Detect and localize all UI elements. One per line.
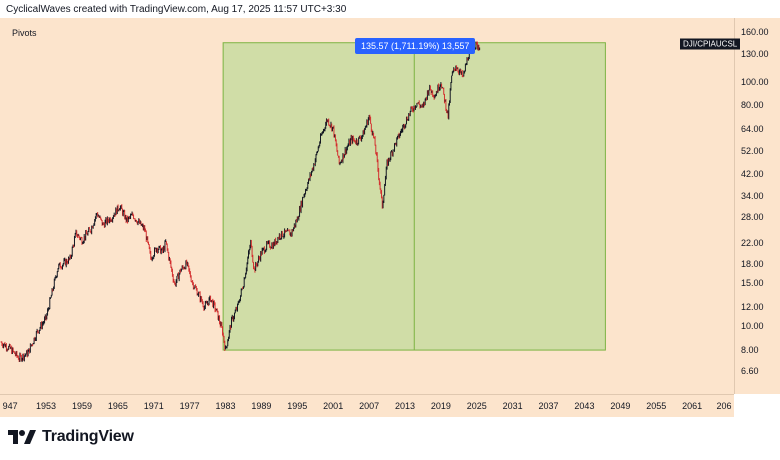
y-tick-label: 12.00: [741, 301, 764, 312]
y-tick-label: 64.00: [741, 123, 764, 134]
y-tick-label: 160.00: [741, 26, 769, 37]
x-tick-label: 2013: [394, 401, 415, 411]
x-tick-label: 1989: [251, 401, 272, 411]
y-tick-label: 22.00: [741, 237, 764, 248]
x-tick-label: 2037: [538, 401, 559, 411]
x-tick-label: 2049: [610, 401, 631, 411]
x-tick-label: 2001: [323, 401, 344, 411]
x-tick-label: 206: [716, 401, 732, 411]
time-axis[interactable]: 947 1953 1959 1965 1971 1977 1983 1989 1995 2001 2…: [0, 394, 734, 417]
x-tick-label: 2031: [502, 401, 523, 411]
y-tick-label: 8.00: [741, 345, 759, 356]
y-tick-label: 28.00: [741, 211, 764, 222]
x-tick-label: 1983: [215, 401, 236, 411]
y-tick-label: 52.00: [741, 146, 764, 157]
y-tick-label: 80.00: [741, 100, 764, 111]
study-label[interactable]: Pivots: [12, 28, 37, 38]
y-tick-label: 34.00: [741, 191, 764, 202]
x-tick-label: 2025: [466, 401, 487, 411]
x-tick-label: 2055: [646, 401, 667, 411]
x-tick-label: 1965: [107, 401, 128, 411]
x-tick-label: 1971: [143, 401, 164, 411]
x-tick-label: 1977: [179, 401, 200, 411]
measure-label: 135.57 (1,711.19%) 13,557: [355, 38, 476, 54]
y-tick-label: 18.00: [741, 258, 764, 269]
symbol-tag: DJI/CPIAUCSL: [680, 38, 741, 50]
x-tick-label: 1959: [71, 401, 92, 411]
price-axis[interactable]: 160.00 130.00 100.00 80.00 64.00 52.00 42.00 34…: [734, 18, 780, 394]
x-tick-label: 1995: [287, 401, 308, 411]
y-tick-label: 42.00: [741, 168, 764, 179]
y-tick-label: 100.00: [741, 76, 769, 87]
y-tick-label: 130.00: [741, 48, 769, 59]
brand-name: TradingView: [42, 428, 134, 445]
y-tick-label: 15.00: [741, 278, 764, 289]
x-tick-label: 2019: [430, 401, 451, 411]
tradingview-logo[interactable]: TradingView: [8, 428, 134, 446]
y-tick-label: 10.00: [741, 321, 764, 332]
x-tick-label: 2007: [359, 401, 380, 411]
price-chart[interactable]: [0, 18, 734, 394]
tv-logo-icon: [8, 430, 36, 444]
header-caption: CyclicalWaves created with TradingView.c…: [6, 4, 347, 15]
x-tick-label: 2043: [574, 401, 595, 411]
x-tick-label: 947: [2, 401, 18, 411]
x-tick-label: 2061: [682, 401, 703, 411]
price-series: [0, 41, 481, 363]
plot-area[interactable]: Pivots 135.57 (1,711.19%) 13,557: [0, 18, 734, 394]
x-tick-label: 1953: [36, 401, 57, 411]
y-tick-label: 6.60: [741, 365, 759, 376]
